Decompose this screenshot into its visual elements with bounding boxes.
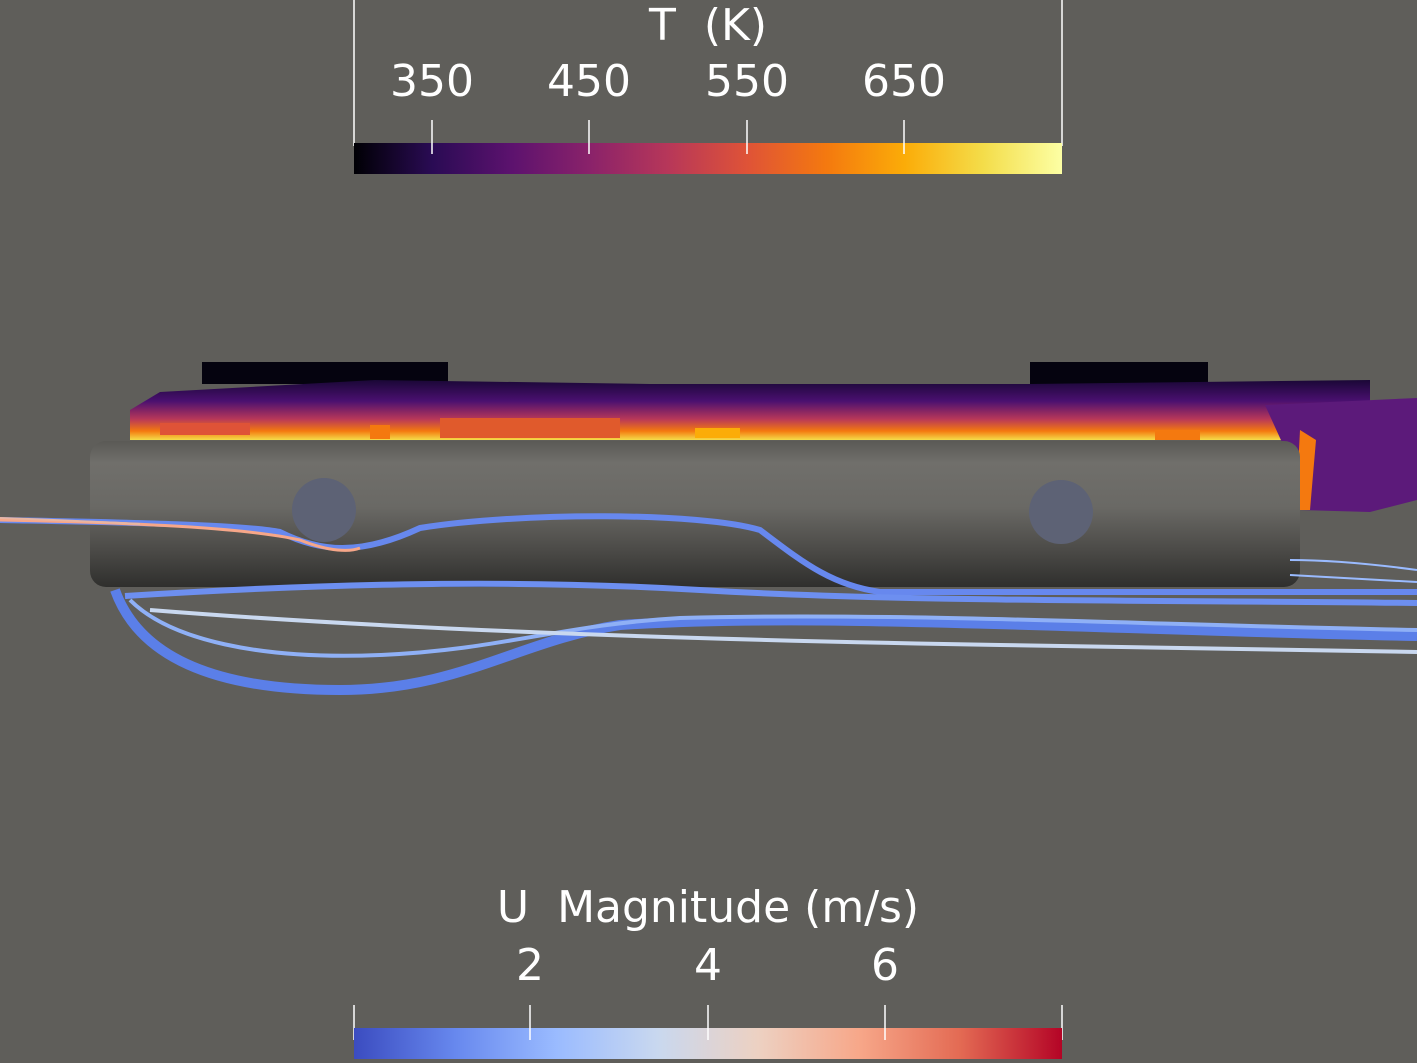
temperature-colorbar[interactable] [353,0,1063,174]
velocity-tick-label: 6 [871,940,899,991]
velocity-tick-label: 4 [694,940,722,991]
cylinder [90,441,1300,587]
streamlines [0,513,1417,696]
temperature-colorbar-gradient [354,143,1062,174]
temperature-tick-label: 350 [390,56,474,107]
temperature-tick-label: 450 [547,56,631,107]
velocity-colorbar[interactable] [353,1005,1063,1059]
velocity-colorbar-title: U Magnitude (m/s) [496,882,920,933]
temperature-tick-label: 650 [862,56,946,107]
velocity-tick-label: 2 [516,940,544,991]
temperature-colorbar-title: T (K) [648,0,768,51]
temperature-field [130,362,1417,512]
temperature-tick-label: 550 [705,56,789,107]
